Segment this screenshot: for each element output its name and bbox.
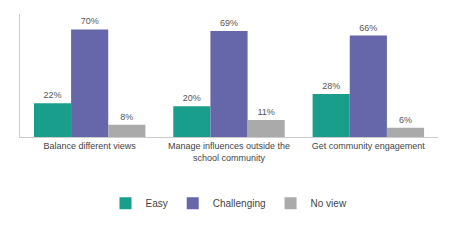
svg-text:Get community engagement: Get community engagement [312,141,426,151]
svg-text:70%: 70% [81,16,99,26]
svg-text:8%: 8% [120,112,133,122]
svg-text:20%: 20% [183,93,201,103]
svg-text:Balance different views: Balance different views [43,141,136,151]
svg-text:69%: 69% [220,18,238,28]
svg-text:28%: 28% [322,81,340,91]
svg-text:6%: 6% [399,115,412,125]
svg-text:No view: No view [311,198,347,209]
svg-text:Easy: Easy [146,198,168,209]
svg-text:66%: 66% [359,23,377,33]
svg-text:11%: 11% [257,107,274,117]
svg-text:22%: 22% [44,90,62,100]
svg-text:Challenging: Challenging [213,198,266,209]
svg-text:Manage influences outside thes: Manage influences outside theschool comm… [168,141,290,163]
